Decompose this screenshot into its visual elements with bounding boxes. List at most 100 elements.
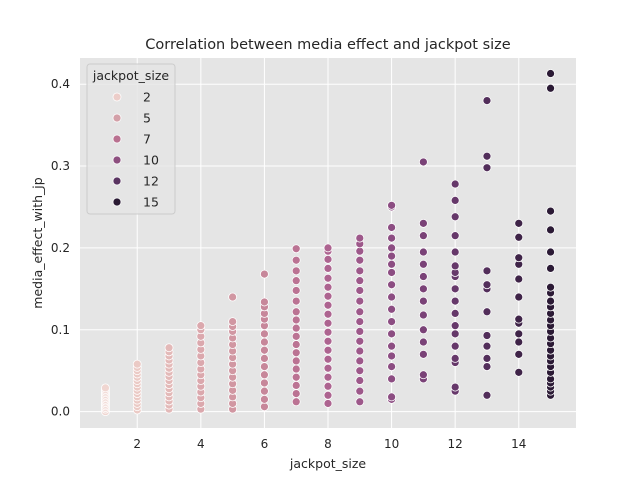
scatter-point [450, 261, 460, 271]
scatter-point [323, 273, 333, 283]
scatter-point [164, 343, 174, 353]
scatter-point [196, 321, 206, 331]
scatter-point [355, 286, 365, 295]
scatter-point [419, 231, 428, 241]
scatter-point [260, 386, 269, 396]
legend-entry-label: 5 [143, 111, 151, 126]
legend-title: jackpot_size [92, 68, 170, 83]
scatter-point [387, 251, 396, 261]
legend-entry-label: 2 [143, 90, 151, 105]
scatter-point [546, 264, 555, 273]
scatter-point [387, 233, 396, 243]
scatter-point [291, 348, 301, 358]
legend-entry-label: 10 [143, 153, 159, 168]
scatter-point [260, 269, 269, 279]
scatter-point [387, 374, 396, 384]
scatter-point [514, 218, 524, 228]
y-axis-label: media_effect_with_jp [30, 177, 45, 308]
scatter-point [450, 341, 460, 351]
scatter-point [514, 367, 524, 377]
scatter-point [514, 274, 524, 284]
y-tick-label: 0.3 [51, 159, 70, 173]
legend: jackpot_size 2 5 7 10 12 15 [86, 63, 176, 215]
scatter-point [387, 280, 396, 290]
x-tick-label: 4 [197, 437, 205, 451]
scatter-point [260, 354, 269, 363]
x-tick-label: 2 [133, 437, 141, 451]
x-tick-label: 8 [324, 437, 332, 451]
scatter-point [260, 378, 269, 388]
scatter-point [260, 370, 269, 380]
scatter-point [260, 402, 269, 412]
scatter-point [387, 243, 396, 253]
scatter-point [514, 314, 524, 324]
scatter-point [291, 286, 301, 295]
scatter-point [387, 200, 396, 210]
scatter-point [355, 346, 365, 356]
scatter-point [419, 218, 428, 228]
scatter-point [355, 366, 365, 376]
scatter-point [514, 329, 524, 339]
scatter-point [355, 317, 365, 326]
x-tick-label: 14 [511, 437, 526, 451]
scatter-point [419, 284, 428, 294]
tick-labels: 2 4 6 8 10 12 14 0.0 0.1 0.2 0.3 0.4 [51, 77, 527, 451]
scatter-point [228, 292, 237, 302]
scatter-point [482, 151, 492, 161]
scatter-point [355, 233, 365, 243]
scatter-point [291, 323, 301, 333]
scatter-point [323, 291, 333, 301]
scatter-point [450, 321, 460, 331]
scatter-point [514, 349, 524, 359]
scatter-point [482, 266, 492, 276]
legend-entry-label: 15 [143, 195, 159, 210]
scatter-point [291, 307, 301, 317]
scatter-point [419, 337, 428, 347]
scatter-point [450, 247, 460, 257]
scatter-point [387, 292, 396, 302]
y-tick-label: 0.0 [51, 405, 70, 419]
scatter-point [482, 96, 492, 105]
legend-marker [112, 197, 122, 207]
y-tick-label: 0.1 [51, 323, 70, 337]
scatter-point [482, 390, 492, 400]
scatter-point [546, 69, 555, 78]
scatter-point [387, 351, 396, 361]
scatter-point [260, 337, 269, 347]
scatter-point [355, 376, 365, 385]
scatter-point [291, 340, 301, 349]
scatter-point [323, 345, 333, 355]
scatter-point [323, 327, 333, 337]
scatter-point [450, 329, 460, 339]
y-tick-label: 0.4 [51, 77, 70, 91]
scatter-point [260, 362, 269, 371]
legend-marker [112, 134, 122, 144]
scatter-point [323, 381, 333, 391]
scatter-point [546, 225, 555, 235]
scatter-point [355, 296, 365, 306]
legend-marker [112, 113, 122, 123]
scatter-point [546, 296, 555, 306]
scatter-point [355, 336, 365, 346]
scatter-point [387, 304, 396, 314]
scatter-point [514, 337, 524, 347]
scatter-point [514, 292, 524, 302]
scatter-point [450, 179, 460, 189]
x-tick-label: 12 [448, 437, 463, 451]
scatter-point [101, 383, 110, 393]
scatter-point [355, 255, 365, 265]
data-points [101, 69, 555, 417]
scatter-point [482, 280, 492, 290]
scatter-point [482, 307, 492, 317]
scatter-point [355, 276, 365, 286]
legend-entry-label: 12 [143, 174, 159, 189]
scatter-point [419, 325, 428, 335]
scatter-point [228, 317, 237, 326]
scatter-point [387, 341, 396, 351]
scatter-point [291, 372, 301, 382]
scatter-point [291, 244, 301, 254]
scatter-point [546, 206, 555, 216]
scatter-point [450, 309, 460, 318]
scatter-point [355, 266, 365, 276]
